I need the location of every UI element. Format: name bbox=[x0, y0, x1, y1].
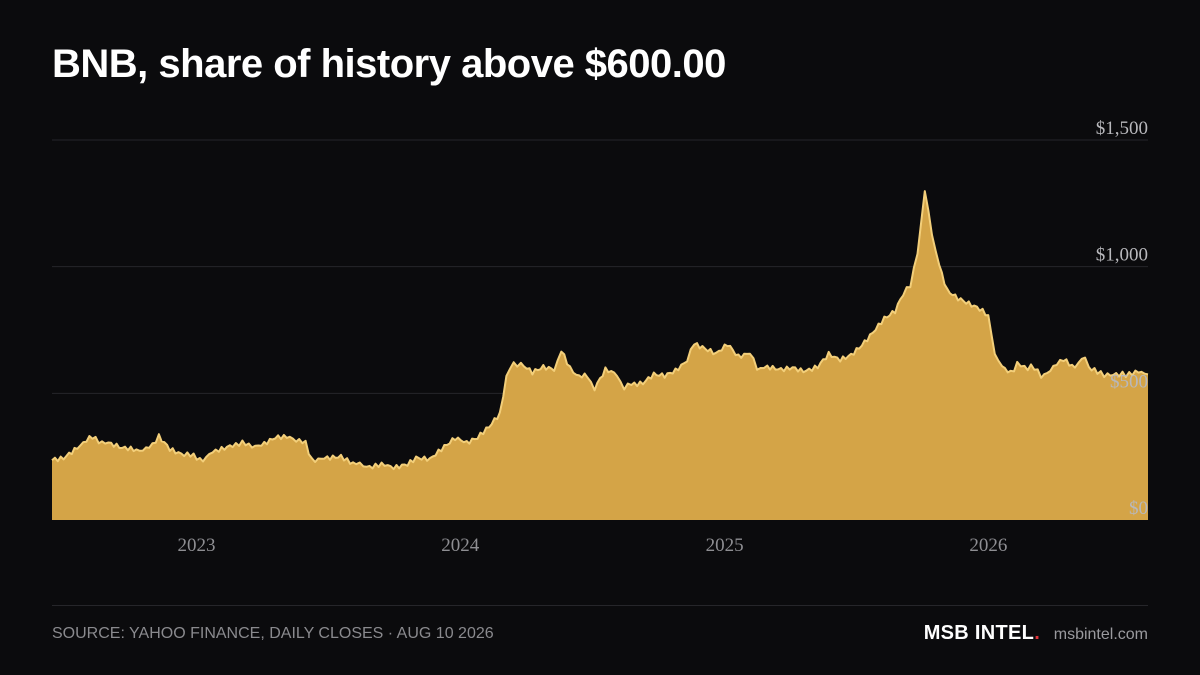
brand-site-link[interactable]: msbintel.com bbox=[1053, 626, 1148, 643]
price-area-fill bbox=[52, 191, 1148, 520]
brand-block: MSB INTEL. msbintel.com bbox=[924, 622, 1148, 645]
price-area bbox=[51, 190, 1149, 520]
x-tick-label: 2026 bbox=[969, 535, 1007, 556]
y-tick-label: $1,000 bbox=[1096, 245, 1148, 266]
x-axis-ticks: 2023 2024 2025 2026 bbox=[177, 535, 1007, 556]
x-tick-label: 2024 bbox=[441, 535, 480, 556]
footer-divider bbox=[52, 605, 1148, 606]
y-tick-label: $0 bbox=[1129, 498, 1148, 519]
x-tick-label: 2023 bbox=[177, 535, 215, 556]
price-line bbox=[51, 190, 1149, 471]
y-tick-label: $500 bbox=[1110, 371, 1148, 392]
page-title: BNB, share of history above $600.00 bbox=[52, 42, 726, 86]
x-tick-label: 2025 bbox=[706, 535, 744, 556]
brand-name: MSB INTEL bbox=[923, 622, 1035, 644]
y-axis-ticks: $0 $500 $1,000 $1,500 bbox=[1096, 118, 1148, 519]
brand-dot: . bbox=[1034, 622, 1040, 644]
y-tick-label: $1,500 bbox=[1096, 118, 1148, 139]
source-note: SOURCE: YAHOO FINANCE, DAILY CLOSES · AU… bbox=[52, 625, 494, 642]
